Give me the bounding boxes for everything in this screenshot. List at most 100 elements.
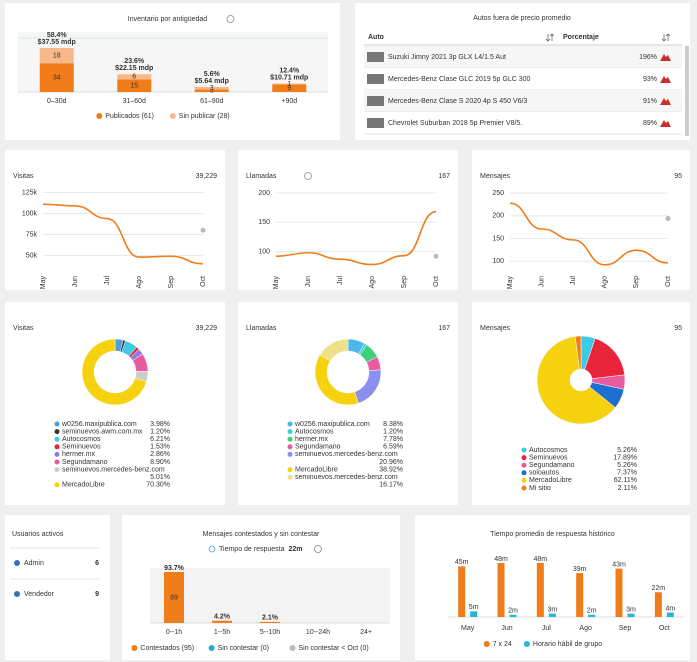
legend-value: 1.53% bbox=[150, 444, 170, 451]
legend-dot bbox=[54, 429, 60, 435]
bar-value: 45m bbox=[455, 559, 469, 566]
bar-value: 22m bbox=[652, 585, 666, 592]
card-total: 167 bbox=[438, 173, 450, 180]
legend-value: 70.30% bbox=[146, 482, 170, 489]
car-percent: 93% bbox=[643, 76, 657, 83]
y-tick-label: 250 bbox=[492, 190, 504, 197]
user-count: 9 bbox=[95, 591, 99, 598]
x-tick-label: Oct bbox=[200, 276, 207, 287]
legend-dot bbox=[287, 421, 293, 427]
car-thumbnail bbox=[367, 52, 384, 62]
x-tick-label: Jul bbox=[570, 276, 577, 285]
car-thumbnail bbox=[367, 96, 384, 106]
legend-label: Sin contestar (0) bbox=[218, 645, 269, 652]
legend-value: 7.78% bbox=[383, 436, 403, 443]
help-icon bbox=[314, 545, 322, 553]
legend-dot bbox=[96, 113, 103, 119]
legend-label: Contestados (95) bbox=[140, 645, 194, 652]
alert-icon bbox=[660, 76, 671, 83]
legend-label: Horario hábil de grupo bbox=[533, 641, 602, 648]
alert-icon bbox=[660, 120, 671, 127]
bar-segment bbox=[272, 84, 307, 92]
x-tick-label: 10--24h bbox=[306, 629, 330, 636]
bar-value: 4m bbox=[665, 605, 675, 612]
x-tick-label: Jun bbox=[501, 625, 512, 632]
bar-value: 89 bbox=[170, 594, 178, 601]
legend-value: 2.11% bbox=[618, 485, 637, 492]
bar bbox=[458, 566, 466, 617]
legend-label: Segundamano bbox=[62, 459, 108, 466]
amount-label: $5.64 mdp bbox=[195, 78, 229, 85]
y-tick-label: 100k bbox=[22, 210, 38, 217]
x-tick-label: Oct bbox=[659, 625, 670, 632]
scrollbar[interactable] bbox=[685, 46, 689, 136]
bar-value: 2m bbox=[508, 608, 518, 615]
legend-label: Seminuevos bbox=[529, 454, 568, 461]
bar-value: 39m bbox=[573, 566, 587, 573]
line bbox=[42, 203, 204, 265]
bar bbox=[588, 614, 596, 617]
legend-dot bbox=[287, 467, 293, 473]
legend-label: Segundamano bbox=[295, 444, 341, 451]
x-tick-label: 5--10h bbox=[260, 629, 280, 636]
x-tick-label: May bbox=[40, 276, 47, 290]
y-tick-label: 100 bbox=[492, 258, 504, 265]
legend-dot bbox=[521, 470, 527, 476]
bar-segment bbox=[117, 79, 152, 92]
bar-segment bbox=[39, 48, 74, 64]
user-role: Admin bbox=[24, 560, 44, 567]
column-header: Auto bbox=[368, 34, 384, 41]
percent-label: 23.6% bbox=[124, 58, 145, 65]
bar bbox=[536, 563, 544, 617]
percent-label: 4.2% bbox=[214, 614, 231, 621]
card-title: Visitas bbox=[13, 173, 34, 180]
user-role: Vendedor bbox=[24, 591, 55, 598]
x-tick-label: Oct bbox=[433, 276, 440, 287]
legend-dot bbox=[289, 645, 296, 651]
sort-icon bbox=[545, 33, 555, 42]
legend-dot bbox=[54, 459, 60, 465]
legend-label: Autocosmos bbox=[529, 447, 568, 454]
user-count: 6 bbox=[95, 560, 99, 567]
x-tick-label: Jul bbox=[337, 276, 344, 285]
segment-label: 18 bbox=[53, 52, 61, 59]
x-tick-label: 0–30d bbox=[47, 98, 67, 105]
bar bbox=[654, 592, 662, 617]
percent-label: 5.6% bbox=[204, 71, 221, 78]
y-tick-label: 200 bbox=[492, 213, 504, 220]
legend-dot bbox=[208, 645, 215, 651]
y-tick-label: 125k bbox=[22, 189, 38, 196]
amount-label: $10.71 mdp bbox=[270, 74, 308, 81]
bar bbox=[164, 572, 184, 623]
x-tick-label: Ago bbox=[602, 276, 609, 289]
legend-value: 7.37% bbox=[617, 470, 637, 477]
bar-segment bbox=[272, 83, 307, 85]
bar bbox=[615, 568, 623, 617]
user-icon bbox=[14, 591, 20, 597]
legend-value: 5.01% bbox=[150, 474, 170, 481]
donut-segment bbox=[81, 338, 147, 406]
legend-value: 38.92% bbox=[379, 466, 403, 473]
card bbox=[472, 150, 690, 290]
car-name: Mercedes-Benz Clase GLC 2019 5p GLC 300 bbox=[388, 76, 531, 83]
alert-icon bbox=[660, 54, 671, 61]
legend-label: w0256.maxipublica.com bbox=[61, 421, 137, 428]
y-tick-label: 75k bbox=[26, 231, 38, 238]
bar bbox=[666, 612, 674, 617]
legend-label: Autocosmos bbox=[62, 436, 101, 443]
card bbox=[5, 515, 110, 660]
legend-value: 1.20% bbox=[383, 428, 403, 435]
car-name: Chevrolet Suburban 2018 5p Premier V8/5. bbox=[388, 120, 522, 127]
legend-label: Autocosmos bbox=[295, 428, 334, 435]
card-title: Llamadas bbox=[246, 325, 277, 332]
legend-label: seminuevos.awm.com.mx bbox=[62, 428, 143, 435]
legend-dot bbox=[287, 451, 293, 457]
bar bbox=[576, 573, 584, 617]
x-tick-label: 31–60d bbox=[123, 98, 146, 105]
percent-label: 58.4% bbox=[47, 32, 68, 39]
x-tick-label: Jun bbox=[538, 276, 545, 287]
segment-label: 9 bbox=[287, 85, 291, 92]
car-thumbnail bbox=[367, 118, 384, 128]
card-title: Llamadas bbox=[246, 173, 277, 180]
